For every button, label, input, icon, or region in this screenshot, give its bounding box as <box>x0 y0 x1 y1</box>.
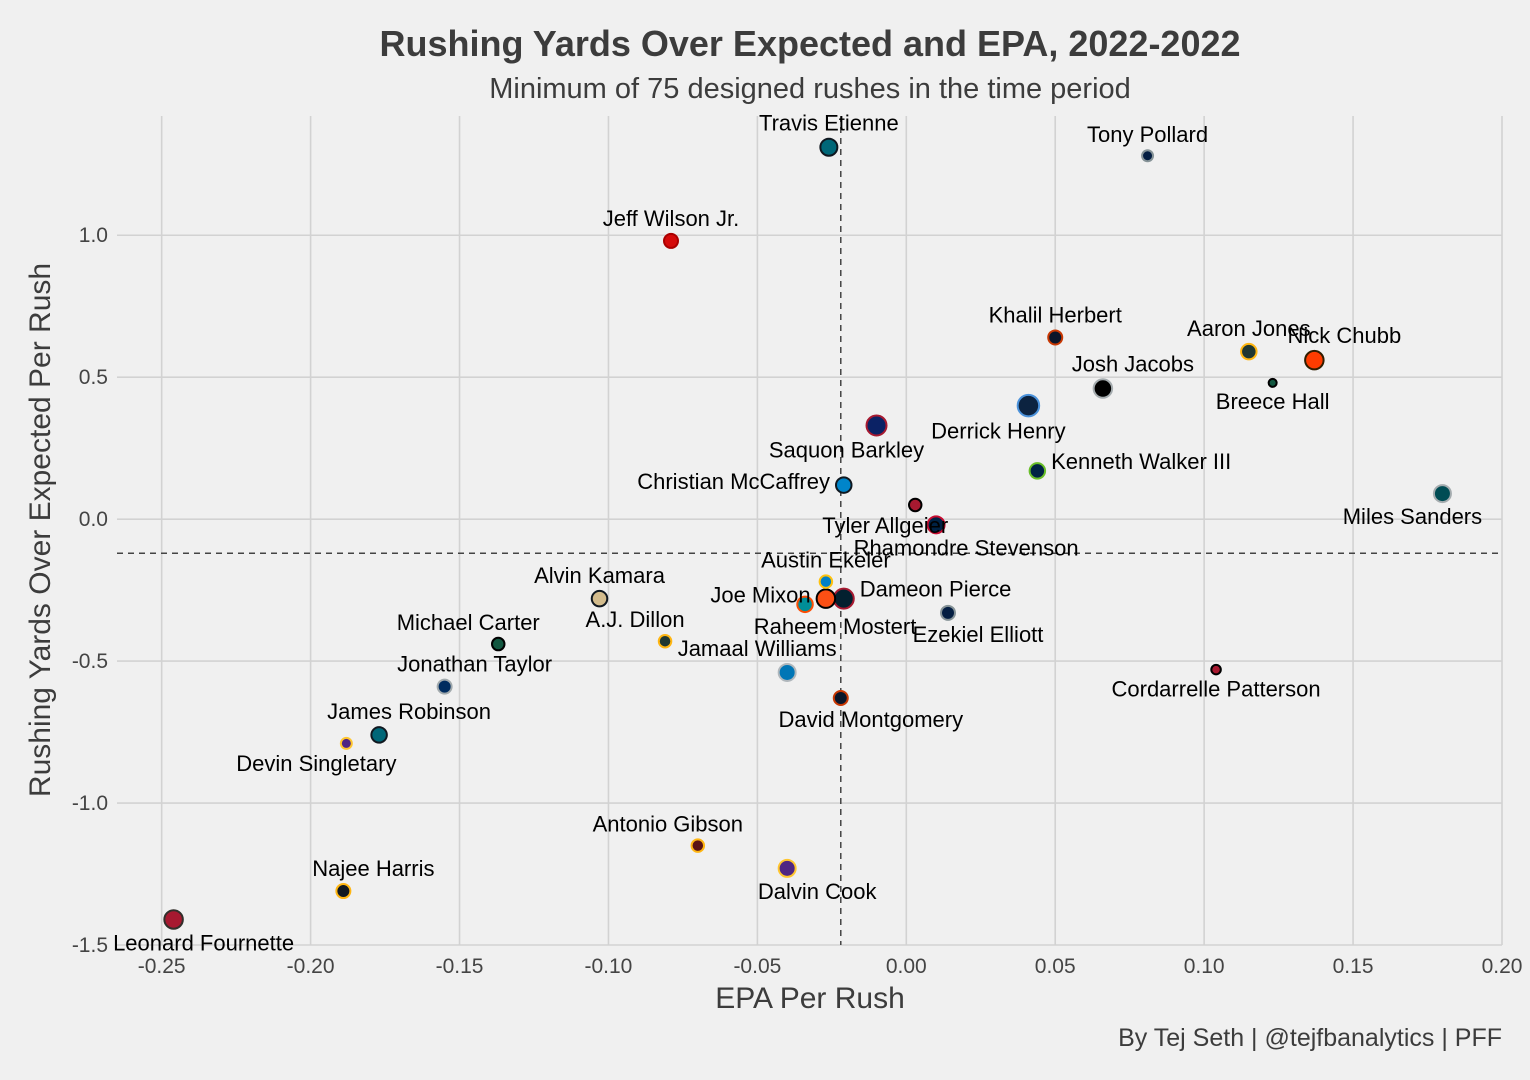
data-point <box>1016 393 1041 418</box>
point-label: James Robinson <box>327 699 491 724</box>
y-tick-label: 0.5 <box>79 366 108 389</box>
point-label: Leonard Fournette <box>113 931 294 956</box>
point-label: Miles Sanders <box>1343 504 1482 529</box>
point-label: Jamaal Williams <box>678 636 837 661</box>
point-label: Najee Harris <box>312 856 434 881</box>
x-tick-label: -0.25 <box>138 955 186 978</box>
data-point <box>436 678 453 695</box>
data-point <box>657 633 673 649</box>
data-point <box>590 589 609 608</box>
x-tick-label: -0.15 <box>436 955 484 978</box>
point-label: Michael Carter <box>397 610 540 635</box>
point-label: Christian McCaffrey <box>637 469 830 494</box>
reference-lines <box>117 116 1502 945</box>
x-tick-label: -0.20 <box>287 955 335 978</box>
point-label: Tyler Allgeier <box>822 513 948 538</box>
data-point <box>777 858 797 878</box>
data-point <box>1028 462 1047 480</box>
data-point <box>1210 663 1222 676</box>
grid <box>117 116 1503 946</box>
point-label: Antonio Gibson <box>593 811 743 836</box>
data-point <box>1267 377 1278 388</box>
data-points <box>163 137 1452 930</box>
data-point <box>1047 329 1064 346</box>
point-label: Breece Hall <box>1216 389 1330 414</box>
point-label: Khalil Herbert <box>989 302 1122 327</box>
point-label: Jeff Wilson Jr. <box>603 206 740 231</box>
axis-ticks: -0.25 -0.20 -0.15 -0.10 -0.05 0.00 0.05 0.10 0.1… <box>72 224 1523 978</box>
point-label: Derrick Henry <box>931 418 1065 443</box>
point-label: Cordarrelle Patterson <box>1112 676 1321 701</box>
y-tick-label: 1.0 <box>79 224 108 247</box>
point-label: Rhamondre Stevenson <box>854 535 1079 560</box>
point-label: Aaron Jones <box>1187 316 1311 341</box>
point-label: Raheem Mostert <box>754 614 917 639</box>
point-label: Alvin Kamara <box>534 563 666 588</box>
x-tick-label: -0.10 <box>585 955 633 978</box>
data-point <box>490 636 506 652</box>
x-tick-label: 0.05 <box>1035 955 1076 978</box>
data-point <box>926 515 946 535</box>
chart-caption: By Tej Seth | @tejfbanalytics | PFF <box>1118 1024 1502 1052</box>
data-point <box>370 726 388 744</box>
data-point <box>1240 342 1258 361</box>
point-label: David Montgomery <box>778 707 963 732</box>
x-tick-label: 0.20 <box>1482 955 1523 978</box>
point-label: Ezekiel Elliott <box>913 622 1044 647</box>
y-axis-title: Rushing Yards Over Expected Per Rush <box>24 263 57 797</box>
data-point <box>1092 378 1114 399</box>
point-label: Kenneth Walker III <box>1051 449 1231 474</box>
x-tick-label: 0.15 <box>1333 955 1374 978</box>
data-point <box>690 838 706 853</box>
data-point <box>663 232 679 249</box>
point-label: Josh Jacobs <box>1072 351 1194 376</box>
data-point <box>1141 149 1155 163</box>
data-point <box>335 883 352 900</box>
data-point <box>777 662 797 682</box>
data-point <box>796 595 814 614</box>
chart-title: Rushing Yards Over Expected and EPA, 202… <box>379 23 1240 64</box>
point-label: Devin Singletary <box>236 751 396 776</box>
data-point <box>339 736 353 750</box>
y-tick-label: 0.0 <box>79 508 108 531</box>
point-label: Joe Mixon <box>710 583 810 608</box>
data-point <box>832 690 849 707</box>
x-tick-label: 0.10 <box>1184 955 1225 978</box>
point-label: A.J. Dillon <box>586 607 685 632</box>
x-tick-label: -0.05 <box>733 955 781 978</box>
y-tick-label: -0.5 <box>72 650 108 673</box>
point-label: Saquon Barkley <box>769 437 924 462</box>
point-labels: Derrick Henry Saquon Barkley Dameon Pierce… <box>113 111 1482 956</box>
point-label: Tony Pollard <box>1087 122 1208 147</box>
data-point <box>163 909 184 930</box>
y-tick-label: -1.0 <box>72 792 108 815</box>
data-point <box>815 588 837 609</box>
data-point <box>819 137 839 157</box>
point-label: Austin Ekeler <box>761 547 891 572</box>
data-point <box>835 476 853 494</box>
point-label: Jonathan Taylor <box>397 652 552 677</box>
x-tick-label: 0.00 <box>886 955 927 978</box>
data-point <box>818 574 834 589</box>
data-point <box>1432 484 1452 504</box>
chart-subtitle: Minimum of 75 designed rushes in the tim… <box>489 73 1131 105</box>
data-point <box>940 604 956 621</box>
y-tick-label: -1.5 <box>72 934 108 957</box>
data-point <box>1304 349 1325 371</box>
point-label: Dameon Pierce <box>860 577 1012 602</box>
point-label: Dalvin Cook <box>758 879 878 904</box>
x-axis-title: EPA Per Rush <box>715 982 905 1015</box>
point-label: Nick Chubb <box>1287 323 1401 348</box>
data-point <box>907 497 923 513</box>
data-point <box>832 587 855 610</box>
point-label: Travis Etienne <box>759 111 899 136</box>
data-point <box>865 414 888 437</box>
